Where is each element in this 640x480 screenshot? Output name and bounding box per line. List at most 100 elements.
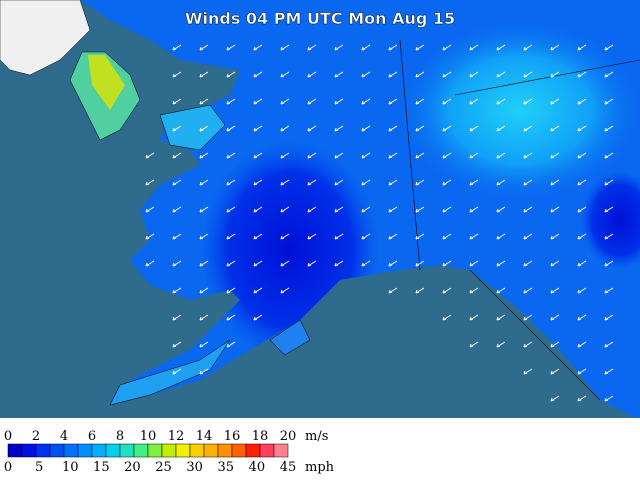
wind-arrow [226,233,236,240]
wind-arrow [523,287,533,294]
wind-arrow [145,233,155,240]
wind-arrow [361,44,371,51]
ms-tick: 14 [196,429,213,444]
wind-arrow [145,260,155,267]
wind-arrow [199,98,209,105]
wind-arrow [280,233,290,240]
wind-arrow [523,260,533,267]
wind-arrow [577,260,587,267]
wind-arrow [199,71,209,78]
wind-arrow [199,260,209,267]
wind-arrow [361,179,371,186]
wind-arrow [388,98,398,105]
wind-arrow [442,152,452,159]
wind-arrow [307,152,317,159]
color-swatch [203,443,219,458]
wind-arrow [280,179,290,186]
wind-arrow [496,44,506,51]
wind-arrow [172,233,182,240]
wind-arrow [604,179,614,186]
wind-arrow [334,206,344,213]
wind-arrow [577,287,587,294]
wind-arrow [226,44,236,51]
mph-tick: 5 [35,460,43,475]
wind-arrow [388,71,398,78]
mph-tick: 20 [124,460,141,475]
color-swatch [161,443,177,458]
wind-arrow [469,233,479,240]
wind-arrow [172,314,182,321]
wind-arrow [604,287,614,294]
wind-arrow [226,206,236,213]
color-swatch [105,443,121,458]
wind-arrow [577,44,587,51]
ms-tick: 20 [280,429,297,444]
wind-arrow [172,260,182,267]
wind-arrow [307,71,317,78]
wind-arrow [172,71,182,78]
wind-arrow [307,233,317,240]
wind-arrow [334,260,344,267]
wind-arrow [280,98,290,105]
wind-arrow [388,233,398,240]
wind-arrow [226,260,236,267]
wind-arrow [253,287,263,294]
wind-arrow [469,179,479,186]
wind-arrow [388,152,398,159]
wind-arrow [172,98,182,105]
wind-arrow [442,71,452,78]
wind-arrow [523,125,533,132]
border [399,39,640,401]
wind-arrow [172,179,182,186]
mph-tick: 40 [249,460,266,475]
ms-tick: 16 [224,429,241,444]
wind-arrow [415,260,425,267]
wind-arrow [280,287,290,294]
wind-arrow [442,314,452,321]
wind-arrow [577,179,587,186]
wind-arrow [496,179,506,186]
wind-arrow [226,341,236,348]
wind-arrow [307,206,317,213]
wind-arrow [307,44,317,51]
wind-arrow [496,233,506,240]
wind-arrow [226,71,236,78]
wind-arrow [388,287,398,294]
wind-arrow [172,152,182,159]
wind-arrow [226,287,236,294]
mph-tick: 30 [186,460,203,475]
wind-arrow [496,260,506,267]
color-swatch [273,443,289,458]
wind-arrow [307,98,317,105]
wind-arrow [469,341,479,348]
wind-arrow [334,179,344,186]
wind-arrow [442,287,452,294]
wind-arrow [550,260,560,267]
wind-arrow [334,125,344,132]
wind-arrow [361,233,371,240]
wind-arrow [388,260,398,267]
mph-tick: 35 [218,460,235,475]
wind-arrow [253,98,263,105]
wind-arrow [280,260,290,267]
color-swatch [147,443,163,458]
title: Winds 04 PM UTC Mon Aug 15 [185,9,455,28]
wind-arrow [442,233,452,240]
color-swatch [119,443,135,458]
wind-arrow [469,71,479,78]
mph-tick: 15 [93,460,110,475]
wind-arrow [550,314,560,321]
wind-arrow [415,287,425,294]
ms-tick: 8 [116,429,124,444]
wind-arrow [523,152,533,159]
wind-arrow [280,44,290,51]
ms-tick: 4 [60,429,68,444]
wind-arrow [172,368,182,375]
wind-arrow [523,44,533,51]
land-siberia [0,0,91,76]
wind-arrow [604,341,614,348]
wind-arrow [226,98,236,105]
wind-arrow [469,314,479,321]
wind-arrow [550,395,560,402]
wind-arrow [307,179,317,186]
